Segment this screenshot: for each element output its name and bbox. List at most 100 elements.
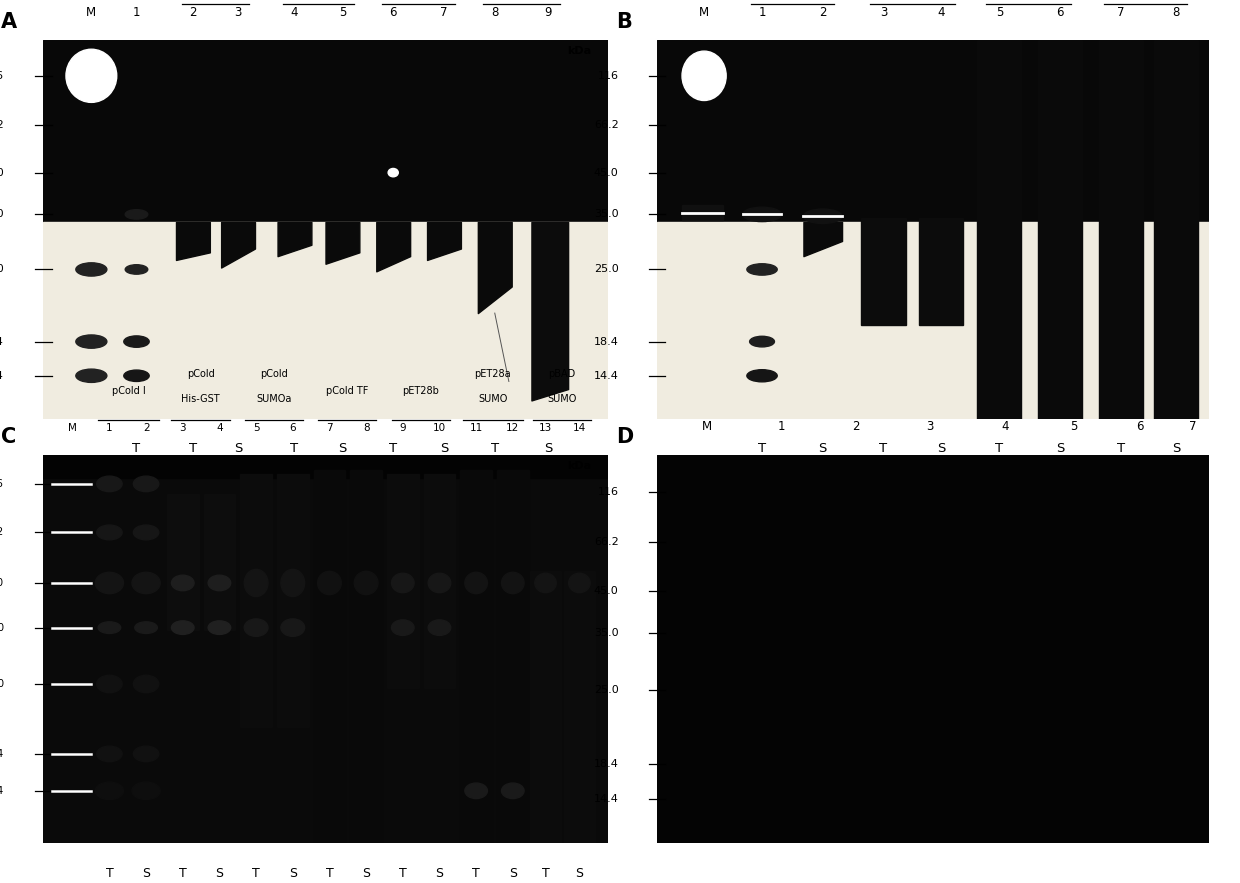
Ellipse shape — [98, 622, 120, 633]
Text: pCold TF: pCold TF — [326, 387, 368, 396]
Bar — [977, 40, 1022, 419]
Text: T: T — [542, 866, 549, 879]
Ellipse shape — [124, 370, 149, 381]
Ellipse shape — [569, 573, 590, 592]
Text: S: S — [575, 866, 583, 879]
Text: 12: 12 — [506, 423, 520, 434]
Ellipse shape — [125, 265, 148, 275]
Bar — [862, 218, 905, 324]
Text: S: S — [1172, 442, 1180, 456]
Ellipse shape — [76, 263, 107, 276]
Text: S: S — [435, 866, 444, 879]
Text: 2: 2 — [818, 6, 827, 19]
Text: 13: 13 — [539, 423, 552, 434]
Text: 66.2: 66.2 — [594, 120, 619, 130]
Text: T: T — [389, 442, 397, 456]
Ellipse shape — [66, 49, 117, 102]
Text: 6: 6 — [389, 6, 397, 19]
Text: pET28a: pET28a — [475, 369, 511, 379]
Text: 18.4: 18.4 — [0, 749, 4, 758]
Text: 45.0: 45.0 — [0, 168, 4, 177]
Text: T: T — [290, 442, 299, 456]
Text: 4: 4 — [1001, 420, 1008, 434]
Text: 14.4: 14.4 — [594, 794, 619, 804]
Ellipse shape — [208, 621, 231, 634]
Text: S: S — [289, 866, 296, 879]
Text: C: C — [1, 427, 16, 447]
Text: 9: 9 — [399, 423, 407, 434]
Text: M: M — [699, 6, 709, 19]
Text: 25.0: 25.0 — [0, 264, 4, 275]
Text: 2: 2 — [852, 420, 859, 434]
Text: 35.0: 35.0 — [594, 209, 619, 219]
Ellipse shape — [124, 336, 149, 347]
Text: 45.0: 45.0 — [594, 585, 619, 596]
Ellipse shape — [76, 335, 107, 348]
Text: 14: 14 — [573, 423, 587, 434]
Text: 45.0: 45.0 — [0, 578, 4, 588]
Text: 2: 2 — [143, 423, 149, 434]
Text: 1: 1 — [759, 6, 766, 19]
Ellipse shape — [131, 572, 160, 593]
Ellipse shape — [534, 573, 557, 592]
Text: M: M — [68, 423, 77, 434]
Text: T: T — [252, 866, 260, 879]
Ellipse shape — [281, 570, 305, 597]
Ellipse shape — [97, 476, 122, 492]
Ellipse shape — [244, 619, 268, 637]
Ellipse shape — [171, 621, 193, 634]
Text: A: A — [1, 12, 17, 32]
Text: 18.4: 18.4 — [0, 336, 4, 347]
Text: pCold: pCold — [260, 369, 288, 379]
Text: 11: 11 — [470, 423, 482, 434]
Ellipse shape — [97, 675, 122, 692]
Text: T: T — [179, 866, 187, 879]
Text: SUMOa: SUMOa — [257, 394, 291, 404]
Text: 10: 10 — [433, 423, 446, 434]
Text: 25.0: 25.0 — [0, 679, 4, 689]
Ellipse shape — [97, 746, 122, 762]
Text: 116: 116 — [598, 487, 619, 496]
Text: 8: 8 — [491, 6, 498, 19]
Text: 7: 7 — [1189, 420, 1197, 434]
Text: 8: 8 — [363, 423, 370, 434]
Text: S: S — [440, 442, 448, 456]
Text: T: T — [879, 442, 888, 456]
Text: 5: 5 — [253, 423, 259, 434]
Text: 4: 4 — [937, 6, 945, 19]
Bar — [351, 471, 382, 843]
Text: 14.4: 14.4 — [0, 371, 4, 381]
Text: 3: 3 — [234, 6, 242, 19]
Text: D: D — [616, 427, 634, 447]
Bar — [43, 455, 608, 478]
Ellipse shape — [743, 208, 781, 222]
Bar — [529, 571, 562, 843]
Text: SUMO: SUMO — [479, 394, 507, 404]
Bar — [460, 471, 492, 843]
Ellipse shape — [388, 169, 398, 177]
Bar — [424, 474, 455, 688]
Text: 116: 116 — [0, 479, 4, 489]
Text: S: S — [234, 442, 242, 456]
Text: pET28b: pET28b — [402, 387, 439, 396]
Text: 35.0: 35.0 — [0, 623, 4, 632]
Ellipse shape — [134, 746, 159, 762]
Ellipse shape — [392, 620, 414, 636]
Ellipse shape — [750, 336, 775, 347]
Ellipse shape — [428, 620, 451, 636]
Text: 3: 3 — [926, 420, 934, 434]
Text: 1: 1 — [133, 6, 140, 19]
Text: 9: 9 — [544, 6, 552, 19]
Ellipse shape — [131, 782, 160, 800]
Text: 5: 5 — [1070, 420, 1078, 434]
Bar — [203, 494, 236, 630]
Text: B: B — [616, 12, 631, 32]
Text: pBAD: pBAD — [548, 369, 575, 379]
Bar — [43, 40, 608, 222]
Text: 14.4: 14.4 — [0, 786, 4, 796]
Text: 25.0: 25.0 — [594, 685, 619, 695]
Text: S: S — [508, 866, 517, 879]
Ellipse shape — [428, 573, 451, 592]
Text: S: S — [544, 442, 553, 456]
Bar — [43, 222, 608, 419]
